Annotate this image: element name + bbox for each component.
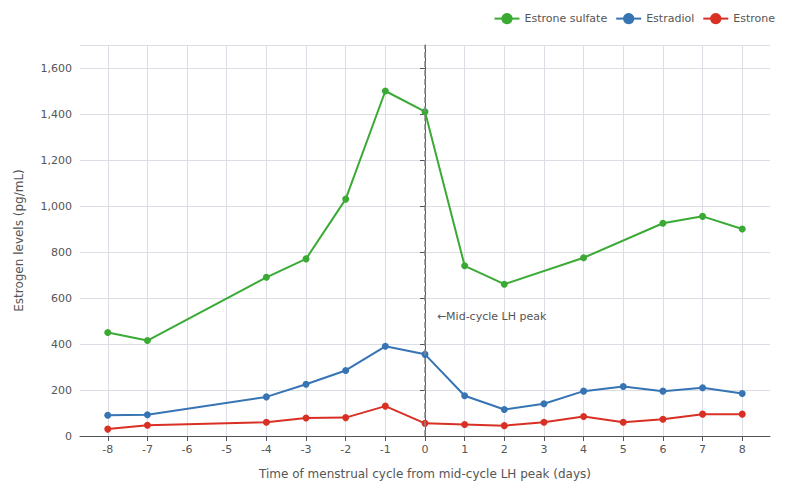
svg-text:5: 5	[620, 443, 627, 456]
svg-text:6: 6	[659, 443, 666, 456]
svg-text:600: 600	[51, 292, 72, 305]
svg-text:200: 200	[51, 384, 72, 397]
svg-text:400: 400	[51, 338, 72, 351]
svg-text:1,600: 1,600	[41, 62, 73, 75]
svg-text:2: 2	[501, 443, 508, 456]
svg-text:800: 800	[51, 246, 72, 259]
svg-text:-6: -6	[182, 443, 193, 456]
svg-text:Estrone: Estrone	[733, 12, 775, 25]
svg-text:-3: -3	[301, 443, 312, 456]
svg-text:Estrone sulfate: Estrone sulfate	[524, 12, 607, 25]
svg-text:3: 3	[540, 443, 547, 456]
svg-text:8: 8	[739, 443, 746, 456]
svg-text:←Mid-cycle LH peak: ←Mid-cycle LH peak	[437, 310, 547, 323]
svg-text:-8: -8	[102, 443, 113, 456]
svg-text:Estradiol: Estradiol	[646, 12, 694, 25]
svg-text:7: 7	[699, 443, 706, 456]
svg-text:Estrogen levels (pg/mL): Estrogen levels (pg/mL)	[12, 169, 26, 312]
svg-text:-5: -5	[221, 443, 232, 456]
svg-text:1,200: 1,200	[41, 154, 73, 167]
svg-text:0: 0	[65, 430, 72, 443]
svg-text:0: 0	[422, 443, 429, 456]
svg-text:-4: -4	[261, 443, 272, 456]
svg-text:-1: -1	[380, 443, 391, 456]
svg-text:-7: -7	[142, 443, 153, 456]
svg-text:Time of menstrual cycle from m: Time of menstrual cycle from mid-cycle L…	[258, 467, 591, 481]
svg-text:1: 1	[461, 443, 468, 456]
svg-text:1,400: 1,400	[41, 108, 73, 121]
svg-text:1,000: 1,000	[41, 200, 73, 213]
svg-text:4: 4	[580, 443, 587, 456]
svg-text:-2: -2	[340, 443, 351, 456]
